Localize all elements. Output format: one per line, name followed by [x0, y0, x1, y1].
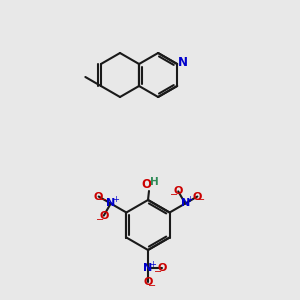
- Text: −: −: [170, 190, 178, 200]
- Text: O: O: [99, 211, 108, 220]
- Text: +: +: [186, 196, 193, 205]
- Text: −: −: [148, 281, 156, 291]
- Text: O: O: [141, 178, 151, 191]
- Text: +: +: [112, 196, 119, 205]
- Text: −: −: [197, 196, 206, 206]
- Text: N: N: [143, 263, 153, 273]
- Text: H: H: [150, 177, 158, 187]
- Text: −: −: [99, 196, 107, 206]
- Text: −: −: [96, 214, 104, 225]
- Text: O: O: [157, 263, 167, 273]
- Text: +: +: [149, 260, 156, 269]
- Text: N: N: [178, 56, 188, 70]
- Text: O: O: [193, 191, 202, 202]
- Text: N: N: [106, 199, 116, 208]
- Text: O: O: [94, 191, 103, 202]
- Text: −: −: [154, 267, 162, 277]
- Text: O: O: [174, 186, 183, 197]
- Text: N: N: [181, 199, 190, 208]
- Text: O: O: [143, 277, 153, 287]
